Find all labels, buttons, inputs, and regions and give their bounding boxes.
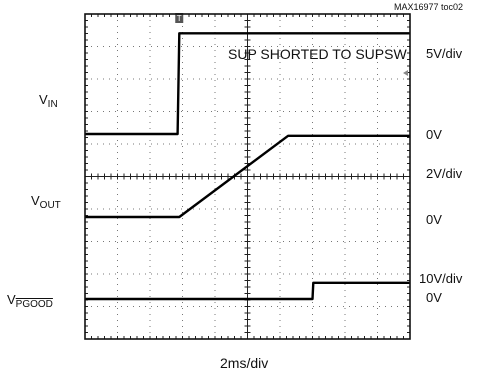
plot-border: [84, 13, 411, 340]
trace-vin: [85, 32, 410, 136]
annotation: SUP SHORTED TO SUPSW: [228, 46, 407, 62]
vin-label: VIN: [39, 92, 58, 110]
figure-tag: MAX16977 toc02: [394, 2, 464, 12]
trace-vpgood: [85, 281, 410, 301]
vin-zero: 0V: [426, 127, 442, 142]
level-marker-icon: [403, 70, 408, 76]
vpgood-zero: 0V: [426, 290, 442, 305]
vpgood-scale: 10V/div: [419, 271, 463, 286]
graticule: [85, 14, 410, 339]
trigger-marker: [175, 13, 184, 23]
vpgood-label: VPGOOD: [7, 292, 53, 310]
vout-scale: 2V/div: [426, 166, 463, 181]
time-scale-label: 2ms/div: [220, 355, 269, 371]
vout-label: VOUT: [31, 193, 61, 211]
trigger-marker-label: T: [177, 14, 182, 23]
vin-scale: 5V/div: [426, 46, 463, 61]
traces: T: [85, 13, 410, 301]
vout-zero: 0V: [426, 212, 442, 227]
trace-vout: [85, 134, 410, 219]
